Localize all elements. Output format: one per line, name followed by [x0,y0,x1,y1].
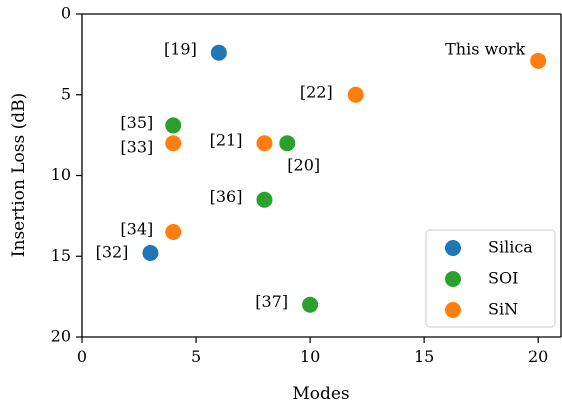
x-tick-label: 20 [528,347,548,366]
legend-marker-silica [445,240,461,256]
point-soi-1 [279,135,296,152]
legend-marker-sin [445,302,461,318]
point-sin-4 [165,224,182,241]
annotation-19: [19] [164,39,197,58]
annotation-35: [35] [120,113,153,132]
y-tick-label: 20 [51,327,71,346]
x-tick-label: 10 [300,347,320,366]
annotation-21: [21] [210,131,243,150]
legend-label-soi: SOI [488,269,518,288]
legend-label-sin: SiN [488,300,518,319]
annotation-thiswork: This work [445,39,525,58]
annotation-22: [22] [300,82,333,101]
annotation-37: [37] [255,292,288,311]
point-sin-0 [530,52,547,69]
x-tick-label: 5 [191,347,201,366]
x-tick-label: 15 [414,347,434,366]
x-tick-label: 0 [77,347,87,366]
y-tick-label: 0 [61,4,71,23]
annotation-32: [32] [96,243,129,262]
x-ticks: 0 5 10 15 20 [77,337,548,366]
data-points [142,44,547,313]
y-tick-label: 10 [51,165,71,184]
legend: Silica SOI SiN [425,229,556,328]
point-sin-1 [347,86,364,103]
point-annotations: [19] [32] [35] [20] [36] [37] This work [22] [33… [96,39,526,311]
y-tick-label: 15 [51,246,71,265]
point-soi-3 [302,296,319,313]
point-soi-2 [256,191,273,208]
y-tick-label: 5 [61,84,71,103]
annotation-20: [20] [287,156,320,175]
legend-marker-soi [445,271,461,287]
point-silica-0 [210,44,227,61]
legend-box [425,229,556,328]
legend-label-silica: Silica [488,238,533,257]
point-sin-2 [165,135,182,152]
annotation-33: [33] [120,138,153,157]
point-silica-1 [142,245,159,262]
point-soi-0 [165,117,182,134]
annotation-34: [34] [120,220,153,239]
x-axis-label: Modes [292,384,349,404]
y-ticks: 0 5 10 15 20 [51,4,82,346]
y-axis-label: Insertion Loss (dB) [9,93,29,257]
point-sin-3 [256,135,273,152]
annotation-36: [36] [210,187,243,206]
